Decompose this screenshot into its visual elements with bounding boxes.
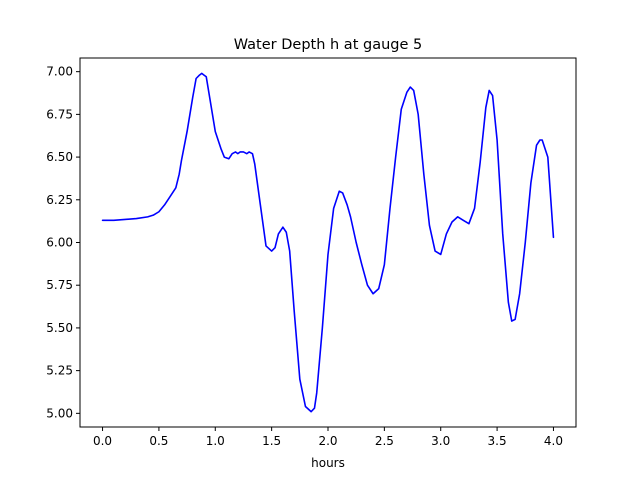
y-tick-label: 6.75 [46,107,73,121]
x-tick-label: 1.0 [206,434,225,448]
y-tick-label: 6.25 [46,193,73,207]
y-tick-label: 6.50 [46,150,73,164]
y-tick-label: 5.25 [46,364,73,378]
plot-frame [79,57,577,428]
series-line-0 [101,72,555,413]
y-tick-label: 5.50 [46,321,73,335]
y-tick-label: 5.00 [46,406,73,420]
y-tick-label: 7.00 [46,65,73,79]
series-layer [101,72,555,413]
x-tick-label: 3.0 [431,434,450,448]
y-tick-label: 6.00 [46,236,73,250]
x-tick-label: 2.0 [318,434,337,448]
x-tick-label: 0.0 [93,434,112,448]
x-axis-label: hours [311,456,345,470]
y-axis: 5.00 5.25 5.50 5.75 6.00 6.25 6.50 6.75 7.00 [46,65,80,420]
x-tick-label: 2.5 [375,434,394,448]
x-tick-label: 1.5 [262,434,281,448]
chart-title: Water Depth h at gauge 5 [234,37,422,53]
x-tick-label: 4.0 [544,434,563,448]
x-tick-label: 3.5 [488,434,507,448]
x-tick-label: 0.5 [149,434,168,448]
y-tick-label: 5.75 [46,278,73,292]
x-axis: 0.0 0.5 1.0 1.5 2.0 2.5 3.0 3.5 4.0 [93,427,563,448]
